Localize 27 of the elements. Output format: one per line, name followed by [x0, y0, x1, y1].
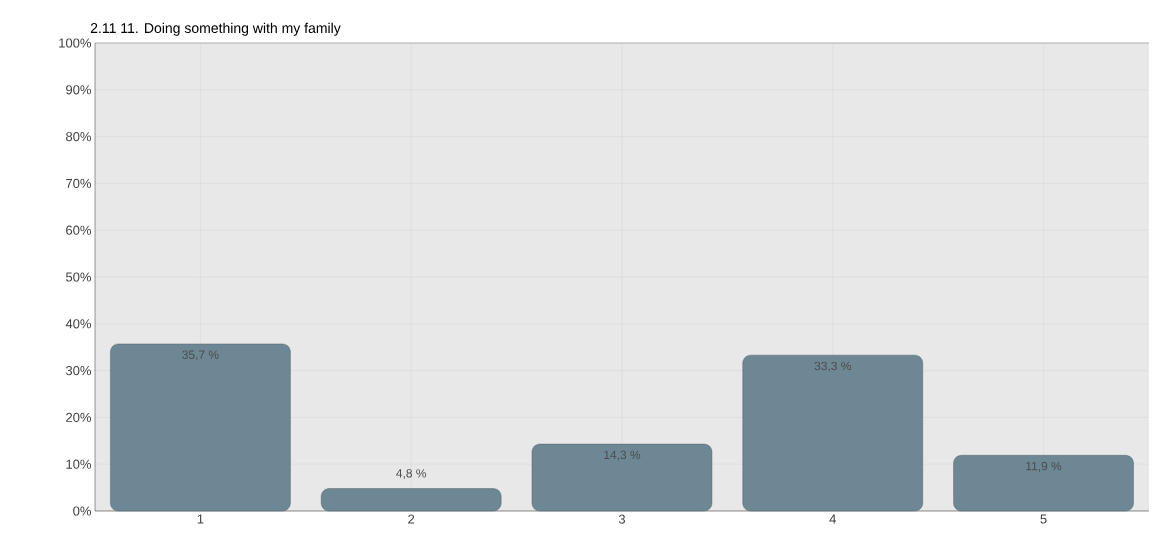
y-tick-label: 10% [66, 459, 92, 469]
data-label: 35,7 % [182, 350, 219, 361]
y-tick-label: 40% [65, 319, 92, 329]
x-tick-label: 2 [408, 514, 415, 524]
y-tick-label: 50% [65, 272, 92, 282]
bar [320, 488, 502, 512]
y-tick-label: 70% [66, 178, 92, 188]
data-label: 4,8 % [396, 469, 427, 479]
y-tick-label: 20% [66, 412, 92, 422]
data-label: 11,9 % [1026, 461, 1062, 472]
data-label: 14,3 % [604, 450, 641, 461]
x-tick-label: 5 [1040, 514, 1047, 524]
y-tick-label: 0% [73, 506, 92, 516]
y-tick-label: 80% [66, 131, 92, 142]
x-tick-label: 4 [829, 514, 836, 524]
y-tick-label: 30% [65, 365, 92, 376]
data-label: 33,3 % [814, 361, 851, 372]
bar [742, 354, 923, 512]
y-tick-label: 90% [66, 85, 92, 95]
y-tick-label: 60% [66, 225, 92, 235]
bar [110, 343, 291, 512]
x-tick-label: 1 [197, 514, 204, 524]
y-tick-label: 100% [59, 38, 92, 48]
bar [531, 443, 713, 512]
x-tick-label: 3 [618, 514, 626, 524]
chart-title: 2.11 11. Doing something with my family [90, 22, 341, 36]
bar [953, 455, 1134, 512]
